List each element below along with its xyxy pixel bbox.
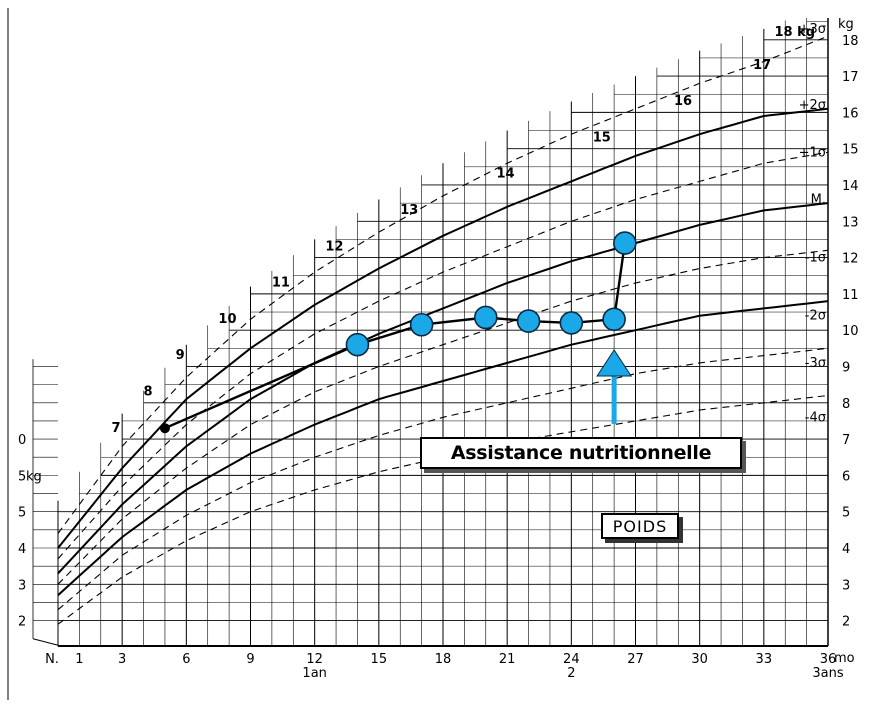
data-point-birth bbox=[159, 423, 170, 434]
x-tick-label: 9 bbox=[246, 652, 254, 667]
grid-kg-label: 9 bbox=[176, 348, 185, 363]
annotation-nutrition-box: Assistance nutritionnelle bbox=[420, 437, 742, 469]
reference-curve bbox=[57, 107, 829, 549]
y-tick-label-right: 7 bbox=[842, 433, 850, 448]
y-tick-label-right: 18 bbox=[842, 34, 859, 49]
y-tick-label-left: 2 bbox=[18, 615, 26, 630]
reference-curve-label: +1σ bbox=[799, 145, 826, 160]
poids-label-box: POIDS bbox=[601, 513, 679, 539]
x-tick-label: 21 bbox=[499, 652, 516, 667]
x-unit-label: mo bbox=[834, 651, 855, 666]
y-tick-label-right: 16 bbox=[842, 106, 859, 121]
y-tick-label-right: 4 bbox=[842, 542, 850, 557]
poids-label-text: POIDS bbox=[612, 516, 668, 536]
data-point bbox=[473, 305, 498, 330]
x-tick-label: 24 bbox=[563, 652, 580, 667]
y-tick-label-right: 2 bbox=[842, 615, 850, 630]
x-tick-label: 6 bbox=[182, 652, 190, 667]
x-tick-label: 12 bbox=[306, 652, 323, 667]
x-tick-label: N. bbox=[45, 652, 59, 667]
y-unit-right: kg bbox=[838, 17, 854, 32]
grid-kg-label: 12 bbox=[325, 239, 343, 254]
arrow-head bbox=[596, 349, 633, 377]
y-tick-label-right: 10 bbox=[842, 324, 859, 339]
grid-kg-label: 15 bbox=[593, 130, 611, 145]
reference-curve bbox=[57, 347, 829, 611]
y-tick-label-left: 4 bbox=[18, 542, 26, 557]
y-tick-label-right: 6 bbox=[842, 469, 850, 484]
x-tick-label: 27 bbox=[627, 652, 644, 667]
origin-diagonal bbox=[32, 638, 62, 647]
y-tick-label-right: 8 bbox=[842, 397, 850, 412]
reference-curve bbox=[57, 300, 829, 596]
reference-curve-label: -3σ bbox=[805, 356, 826, 371]
data-point bbox=[559, 311, 584, 335]
y-tick-label-right: 14 bbox=[842, 179, 859, 194]
data-point bbox=[409, 312, 434, 337]
y-tick-label-left: 3 bbox=[18, 578, 26, 593]
x-tick-label: 1 bbox=[75, 652, 83, 667]
grid-kg-label: 11 bbox=[272, 276, 290, 291]
y-tick-label-right: 11 bbox=[842, 288, 859, 303]
reference-curve-label: -1σ bbox=[805, 251, 826, 266]
x-tick-label: 15 bbox=[371, 652, 388, 667]
x-sublabel: 2 bbox=[567, 666, 575, 681]
y-unit-left: kg bbox=[26, 469, 42, 484]
y-tick-label-left: 5 bbox=[18, 506, 26, 521]
reference-curve-label: M. bbox=[811, 193, 826, 208]
y-tick-label-right: 12 bbox=[842, 252, 859, 267]
y-tick-label-left: 0 bbox=[18, 433, 26, 448]
reference-curve bbox=[57, 35, 829, 534]
x-tick-label: 33 bbox=[756, 652, 773, 667]
patient-weight-series bbox=[159, 231, 637, 434]
annotation-nutrition-text: Assistance nutritionnelle bbox=[450, 442, 712, 464]
reference-curves bbox=[57, 35, 829, 625]
data-point bbox=[345, 332, 370, 357]
grid-kg-label: 8 bbox=[144, 385, 153, 400]
grid-kg-label: 17 bbox=[753, 58, 771, 73]
grid-kg-label: 16 bbox=[674, 94, 692, 109]
y-tick-label-right: 9 bbox=[842, 360, 850, 375]
x-sublabel: 1an bbox=[302, 666, 326, 681]
chart-axes bbox=[32, 18, 829, 647]
reference-curve bbox=[57, 151, 829, 560]
data-point bbox=[613, 231, 637, 255]
x-tick-label: 36 bbox=[820, 652, 837, 667]
x-tick-label: 30 bbox=[691, 652, 708, 667]
y-tick-label-right: 17 bbox=[842, 70, 859, 85]
y-tick-label-right: 13 bbox=[842, 215, 859, 230]
x-tick-label: 3 bbox=[118, 652, 126, 667]
data-point bbox=[516, 309, 541, 333]
patient-weight-line bbox=[164, 343, 358, 430]
y-tick-label-left: 5 bbox=[18, 469, 26, 484]
x-tick-label: 18 bbox=[435, 652, 452, 667]
grid-kg-label: 13 bbox=[400, 203, 418, 218]
reference-curve-label: -2σ bbox=[805, 309, 826, 324]
annotation-arrow bbox=[596, 349, 633, 424]
data-point bbox=[602, 307, 626, 332]
reference-curve-label: -4σ bbox=[805, 410, 826, 425]
grid-kg-label: 10 bbox=[218, 312, 236, 327]
y-tick-label-right: 3 bbox=[842, 578, 850, 593]
x-sublabel: 3ans bbox=[812, 666, 843, 681]
reference-curve-label: +2σ bbox=[799, 98, 826, 113]
reference-curve-label: +3σ bbox=[799, 22, 826, 37]
grid-kg-label: 14 bbox=[496, 167, 514, 182]
reference-curve bbox=[57, 249, 829, 585]
grid-kg-label: 7 bbox=[111, 421, 120, 436]
reference-curve bbox=[57, 202, 829, 575]
grid-kg-label: 18 kg bbox=[775, 25, 816, 40]
arrow-shaft bbox=[611, 373, 617, 424]
y-tick-label-right: 5 bbox=[842, 506, 850, 521]
y-tick-label-right: 15 bbox=[842, 143, 859, 158]
